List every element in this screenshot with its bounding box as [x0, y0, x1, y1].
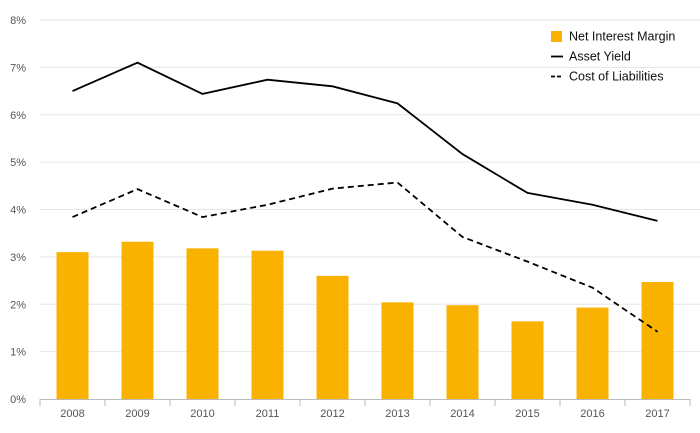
x-tick-label: 2017 — [645, 408, 669, 420]
y-tick-label: 8% — [10, 15, 26, 27]
x-tick-label: 2008 — [60, 408, 84, 420]
y-tick-label: 7% — [10, 62, 26, 74]
bar-2013 — [381, 302, 414, 399]
y-tick-label: 1% — [10, 347, 26, 359]
x-tick-label: 2009 — [125, 408, 149, 420]
x-tick-label: 2016 — [580, 408, 604, 420]
bar-2014 — [446, 305, 479, 399]
y-tick-label: 0% — [10, 394, 26, 406]
x-tick-label: 2014 — [450, 408, 474, 420]
x-tick-label: 2015 — [515, 408, 539, 420]
bar-2008 — [56, 252, 89, 399]
bar-2015 — [511, 321, 544, 399]
x-tick-label: 2011 — [256, 408, 280, 420]
y-tick-label: 4% — [10, 205, 26, 217]
legend-label-asset-yield: Asset Yield — [569, 50, 631, 64]
legend-label-net-interest-margin: Net Interest Margin — [569, 30, 675, 44]
bar-2009 — [121, 241, 154, 399]
x-tick-label: 2010 — [190, 408, 214, 420]
legend-swatch-net-interest-margin — [551, 31, 562, 42]
asset-yield-line — [72, 61, 658, 222]
y-tick-label: 2% — [10, 299, 26, 311]
y-tick-label: 5% — [10, 157, 26, 169]
bar-2016 — [576, 307, 609, 399]
bar-2011 — [251, 250, 284, 399]
y-tick-label: 3% — [10, 252, 26, 264]
x-tick-label: 2013 — [385, 408, 409, 420]
bar-2010 — [186, 248, 219, 399]
x-tick-label: 2012 — [320, 408, 344, 420]
y-tick-label: 6% — [10, 110, 26, 122]
bar-2017 — [641, 281, 674, 399]
bar-2012 — [316, 275, 349, 399]
legend-label-cost-of-liabilities: Cost of Liabilities — [569, 70, 664, 84]
